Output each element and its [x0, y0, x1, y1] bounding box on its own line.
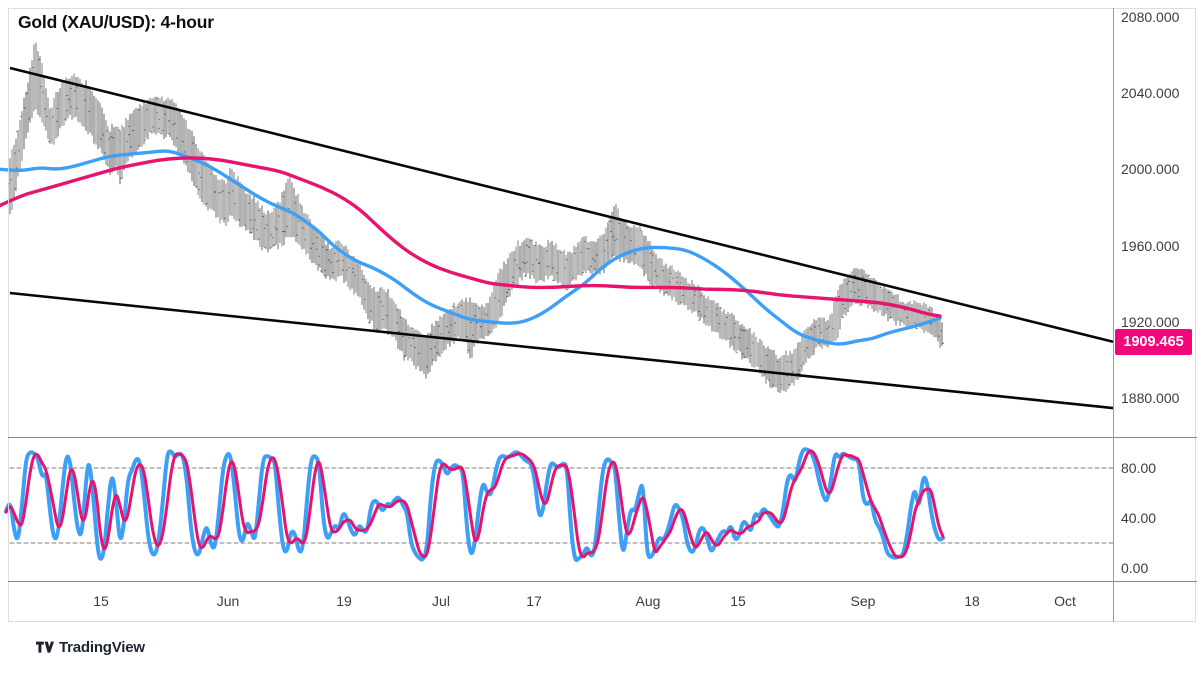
time-tick-label: Sep — [850, 593, 876, 609]
time-tick-label: 19 — [336, 593, 352, 609]
time-tick-label: 17 — [526, 593, 542, 609]
stoch-tick-label: 0.00 — [1121, 560, 1149, 576]
price-tick-label: 1920.000 — [1121, 313, 1180, 330]
stoch-panel-bottom-divider[interactable] — [8, 581, 1197, 582]
price-tick-label: 2000.000 — [1121, 161, 1180, 178]
time-tick-label: 18 — [964, 593, 980, 609]
panel-divider[interactable] — [8, 437, 1197, 438]
chart-title: Gold (XAU/USD): 4-hour — [18, 12, 214, 32]
chart-canvas[interactable] — [0, 0, 1200, 622]
stoch-tick-label: 80.00 — [1121, 460, 1157, 476]
price-axis-line — [1113, 8, 1114, 622]
tradingview-logo[interactable]: TradingView — [36, 639, 145, 656]
time-tick-label: 15 — [93, 593, 109, 609]
time-tick-label: Jul — [432, 593, 450, 609]
tradingview-logo-text: TradingView — [59, 639, 145, 656]
price-tick-label: 2080.000 — [1121, 8, 1180, 25]
time-tick-label: 15 — [730, 593, 746, 609]
tradingview-logo-icon — [36, 641, 54, 653]
price-tick-label: 1880.000 — [1121, 389, 1180, 406]
time-tick-label: Aug — [635, 593, 661, 609]
stoch-tick-label: 40.00 — [1121, 510, 1157, 526]
price-tick-label: 2040.000 — [1121, 85, 1180, 102]
last-price-chip: 1909.465 — [1115, 328, 1192, 355]
last-price-value: 1909.465 — [1123, 333, 1184, 350]
price-tick-label: 1960.000 — [1121, 237, 1180, 254]
time-axis[interactable] — [8, 581, 1113, 622]
time-tick-label: Jun — [216, 593, 240, 609]
time-tick-label: Oct — [1054, 593, 1076, 609]
